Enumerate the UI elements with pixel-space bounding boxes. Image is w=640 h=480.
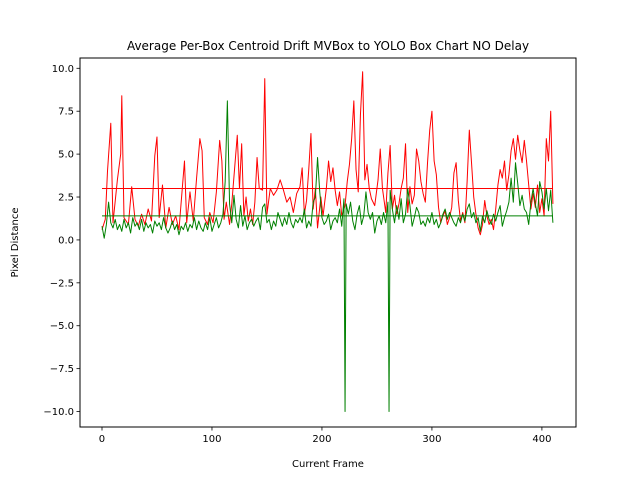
y-tick-label: −5.0: [50, 321, 74, 332]
x-tick-label: 100: [202, 434, 221, 445]
y-tick-label: 5.0: [58, 150, 74, 161]
series-line-3: [101, 100, 554, 413]
y-tick-label: 0.0: [58, 235, 74, 246]
series-line-1: [101, 71, 554, 236]
x-axis-ticks: 0 100 200 300 400: [99, 427, 551, 445]
y-axis-ticks: −10.0 −7.5 −5.0 −2.5 0.0 2.5 5.0 7.5 10.0: [43, 64, 80, 418]
y-axis-label: Pixel Distance: [10, 207, 21, 277]
chart-title: Average Per-Box Centroid Drift MVBox to …: [127, 39, 529, 53]
y-tick-label: 2.5: [58, 193, 74, 204]
plot-series: [101, 71, 554, 413]
y-tick-label: −10.0: [43, 407, 74, 418]
x-tick-label: 200: [312, 434, 331, 445]
y-tick-label: 7.5: [58, 107, 74, 118]
plot-frame: [79, 57, 577, 428]
y-tick-label: 10.0: [52, 64, 74, 75]
y-tick-label: −7.5: [50, 364, 74, 375]
y-tick-label: −2.5: [50, 278, 74, 289]
x-tick-label: 0: [99, 434, 105, 445]
x-axis-label: Current Frame: [292, 459, 364, 470]
x-tick-label: 400: [532, 434, 551, 445]
x-tick-label: 300: [422, 434, 441, 445]
